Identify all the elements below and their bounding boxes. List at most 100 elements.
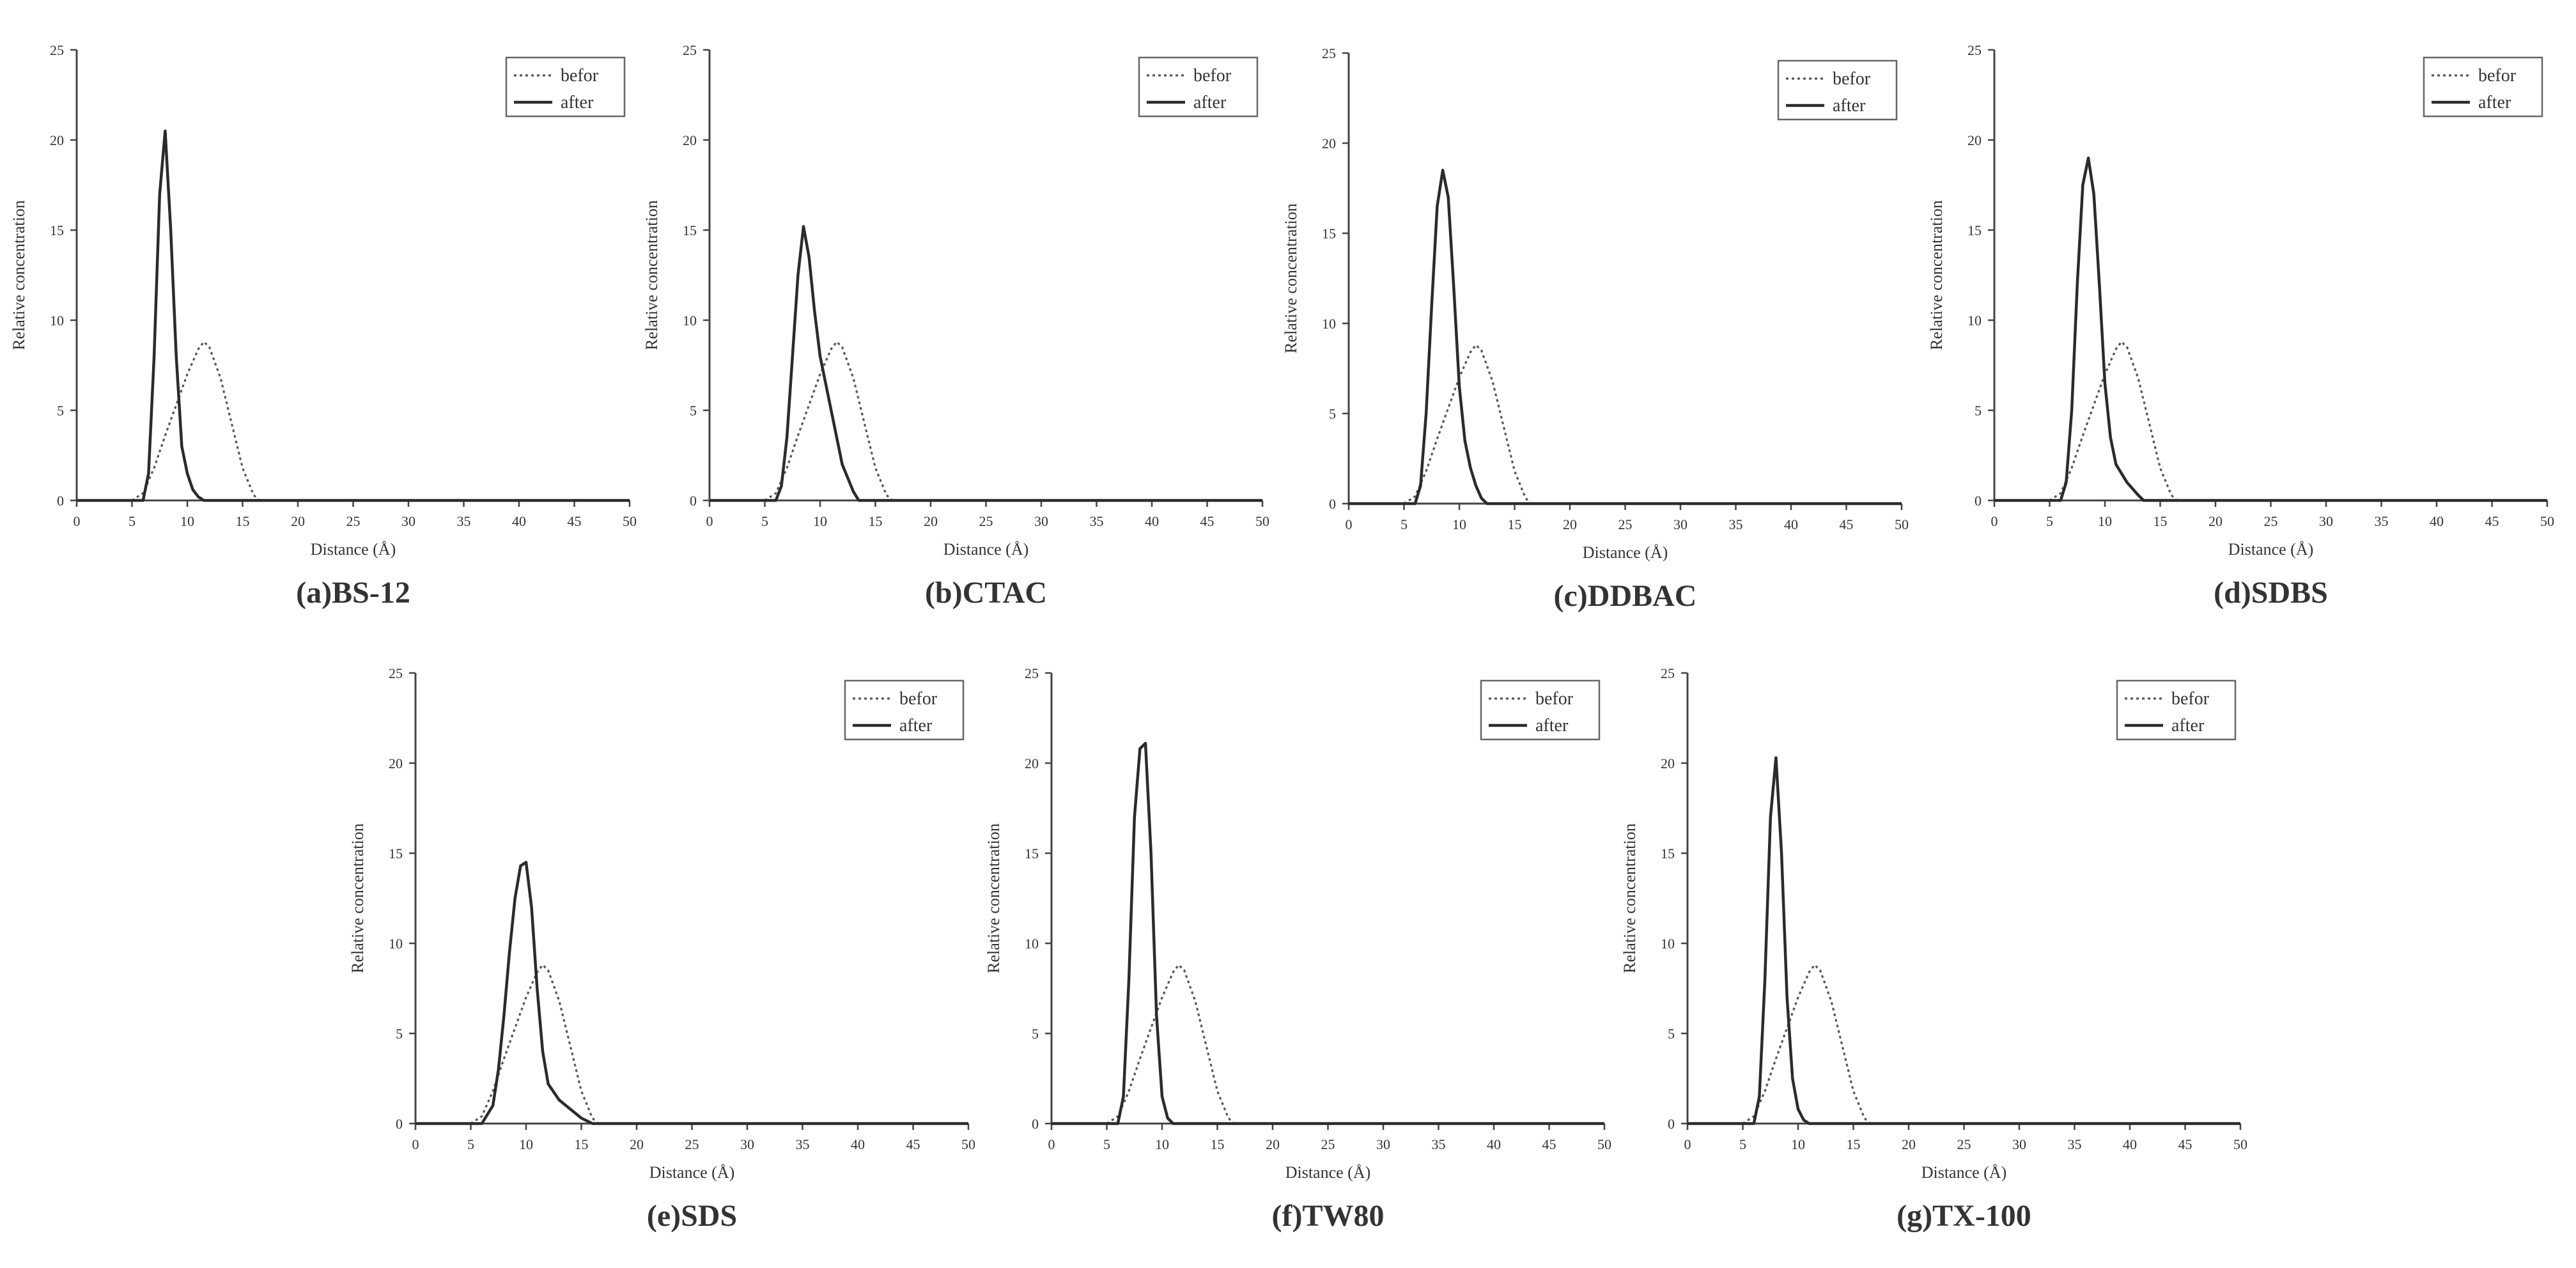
x-tick-label: 25: [1321, 1136, 1335, 1152]
x-tick-label: 20: [291, 513, 305, 529]
x-axis-title: Distance (Å): [1921, 1163, 2007, 1182]
caption-sds: (e)SDS: [647, 1199, 737, 1233]
x-tick-label: 0: [706, 513, 713, 529]
y-tick-label: 25: [1025, 665, 1039, 681]
x-tick-label: 0: [74, 513, 81, 529]
caption-tx-100: (g)TX-100: [1897, 1199, 2031, 1233]
legend: befor after: [1480, 679, 1601, 741]
legend-box: [1480, 679, 1601, 741]
x-tick-label: 50: [1597, 1136, 1611, 1152]
x-tick-label: 0: [1991, 513, 1998, 529]
series-line-befor: [131, 340, 630, 502]
y-tick-label: 20: [1025, 755, 1039, 771]
y-tick-label: 10: [1025, 936, 1039, 952]
x-tick-label: 10: [1791, 1136, 1805, 1152]
x-tick-label: 35: [1090, 513, 1104, 529]
y-tick-label: 20: [389, 755, 403, 771]
y-tick-label: 10: [389, 936, 403, 952]
x-axis-title: Distance (Å): [1285, 1163, 1371, 1182]
series-line-after: [1051, 741, 1604, 1125]
chart-sds: 0 5 10 15 20 25 30 35 40 45 50 0 5 10 15 20 25 Distance (…: [348, 665, 975, 1233]
y-tick-label: 20: [50, 132, 64, 148]
series-line-after: [415, 860, 968, 1125]
y-tick-label: 15: [389, 846, 403, 862]
x-tick-label: 50: [961, 1136, 975, 1152]
x-tick-label: 50: [623, 513, 637, 529]
x-tick-label: 20: [1902, 1136, 1916, 1152]
legend-label-after: after: [1193, 93, 1227, 112]
x-tick-label: 20: [2208, 513, 2223, 529]
x-tick-label: 15: [1211, 1136, 1225, 1152]
y-tick-label: 25: [1322, 45, 1336, 61]
legend-label-befor: befor: [1193, 66, 1232, 86]
x-tick-label: 5: [1401, 516, 1408, 532]
x-tick-label: 45: [2485, 513, 2499, 529]
x-tick-label: 40: [1145, 513, 1159, 529]
series-line-after: [1688, 756, 2240, 1125]
chart-ddbac: 0 5 10 15 20 25 30 35 40 45 50 0 5 10 15 20 25 Distance (…: [1282, 45, 1909, 613]
x-tick-label: 35: [1432, 1136, 1446, 1152]
x-tick-label: 35: [1729, 516, 1743, 532]
legend-label-befor: befor: [2478, 66, 2517, 86]
x-tick-label: 40: [512, 513, 526, 529]
y-tick-label: 15: [683, 222, 697, 238]
y-tick-label: 5: [690, 403, 697, 419]
legend-box: [2116, 679, 2237, 741]
x-tick-label: 25: [1618, 516, 1633, 532]
series-line-befor: [1403, 343, 1902, 505]
y-tick-label: 10: [683, 313, 697, 329]
y-axis-title: Relative concentration: [348, 823, 367, 973]
caption-ddbac: (c)DDBAC: [1554, 579, 1697, 613]
legend-box: [1777, 59, 1898, 121]
legend-label-befor: befor: [899, 689, 938, 709]
y-tick-label: 25: [1967, 42, 1982, 58]
x-tick-label: 40: [2430, 513, 2444, 529]
x-tick-label: 15: [1508, 516, 1522, 532]
legend-label-after: after: [2171, 716, 2205, 736]
y-axis-title: Relative concentration: [1927, 200, 1946, 350]
x-tick-label: 10: [180, 513, 194, 529]
x-tick-label: 50: [1255, 513, 1269, 529]
x-axis-title: Distance (Å): [649, 1163, 735, 1182]
y-tick-label: 25: [389, 665, 403, 681]
y-tick-label: 15: [1322, 226, 1336, 242]
x-tick-label: 50: [1895, 516, 1909, 532]
legend-label-befor: befor: [1833, 69, 1871, 89]
series-line-after: [1349, 169, 1902, 506]
x-tick-label: 30: [1034, 513, 1048, 529]
y-axis-title: Relative concentration: [10, 200, 28, 350]
legend-label-after: after: [899, 716, 933, 736]
y-tick-label: 5: [1668, 1026, 1675, 1042]
legend-label-befor: befor: [2171, 689, 2210, 709]
y-tick-label: 0: [1032, 1116, 1039, 1132]
legend: befor after: [2116, 679, 2237, 741]
legend-label-after: after: [1535, 716, 1569, 736]
x-tick-label: 35: [457, 513, 471, 529]
legend-label-after: after: [1833, 96, 1866, 116]
x-tick-label: 5: [128, 513, 136, 529]
x-tick-label: 0: [1346, 516, 1353, 532]
x-tick-label: 25: [685, 1136, 699, 1152]
y-tick-label: 10: [1322, 316, 1336, 332]
y-tick-label: 5: [396, 1026, 403, 1042]
y-tick-label: 0: [396, 1116, 403, 1132]
legend-box: [844, 679, 965, 741]
x-tick-label: 20: [924, 513, 938, 529]
legend-label-befor: befor: [561, 66, 599, 86]
series-line-after: [710, 225, 1262, 502]
y-tick-label: 20: [1322, 135, 1336, 151]
x-tick-label: 25: [2264, 513, 2278, 529]
legend-box: [1138, 56, 1259, 118]
caption-ctac: (b)CTAC: [925, 576, 1047, 610]
x-tick-label: 35: [2068, 1136, 2082, 1152]
x-tick-label: 10: [813, 513, 827, 529]
series-line-befor: [1106, 963, 1604, 1125]
x-tick-label: 15: [869, 513, 883, 529]
series-line-befor: [764, 340, 1262, 502]
y-axis-title: Relative concentration: [984, 823, 1003, 973]
x-tick-label: 40: [1784, 516, 1798, 532]
y-tick-label: 0: [1668, 1116, 1675, 1132]
x-axis-title: Distance (Å): [2228, 540, 2314, 559]
chart-bs-12: 0 5 10 15 20 25 30 35 40 45 50 0 5 10 15 20 25 Distance (…: [10, 42, 637, 610]
